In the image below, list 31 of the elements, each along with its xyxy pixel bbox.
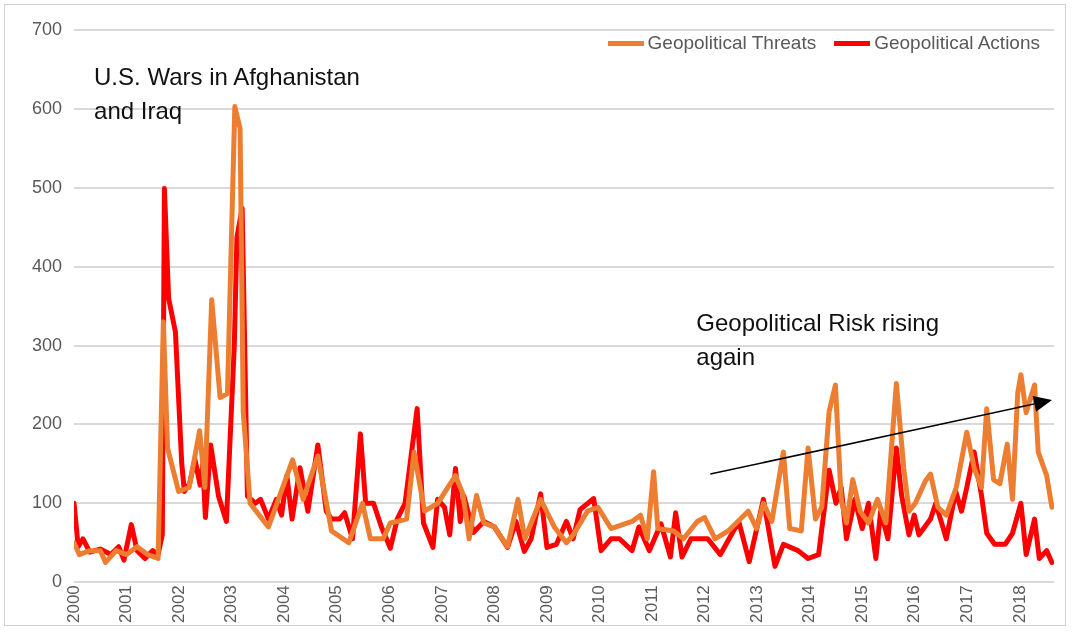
x-tick-label: 2004 xyxy=(273,585,293,624)
x-tick-label: 2002 xyxy=(168,585,188,624)
y-tick-label: 600 xyxy=(31,97,63,118)
x-tick-label: 2001 xyxy=(116,585,136,624)
x-tick-label: 2011 xyxy=(641,585,661,622)
x-tick-label: 2007 xyxy=(431,585,451,624)
x-tick-label: 2015 xyxy=(851,585,871,624)
y-tick-label: 500 xyxy=(31,176,63,197)
y-tick-label: 700 xyxy=(31,18,63,39)
x-tick-label: 2018 xyxy=(1009,585,1029,624)
x-tick-label: 2016 xyxy=(904,585,924,624)
annotation: Geopolitical Risk rising again xyxy=(696,308,941,373)
x-tick-label: 2014 xyxy=(799,585,819,624)
legend-label: Geopolitical Actions xyxy=(874,32,1040,54)
legend-label: Geopolitical Threats xyxy=(647,32,817,54)
x-tick-label: 2008 xyxy=(484,585,504,624)
x-tick-label: 2003 xyxy=(221,585,241,624)
y-tick-label: 200 xyxy=(31,413,63,434)
x-tick-label: 2006 xyxy=(378,585,398,624)
y-tick-label: 0 xyxy=(52,571,63,592)
x-tick-label: 2005 xyxy=(326,585,346,624)
x-tick-label: 2013 xyxy=(746,585,766,624)
y-tick-label: 100 xyxy=(31,492,63,513)
x-tick-label: 2009 xyxy=(536,585,556,624)
x-tick-label: 2000 xyxy=(63,585,83,624)
y-tick-label: 300 xyxy=(31,334,63,355)
y-tick-label: 400 xyxy=(31,255,63,276)
x-tick-label: 2017 xyxy=(956,585,976,624)
annotation: U.S. Wars in Afghanistan and Iraq xyxy=(94,62,361,126)
x-tick-label: 2010 xyxy=(589,585,609,624)
x-tick-label: 2012 xyxy=(694,585,714,624)
